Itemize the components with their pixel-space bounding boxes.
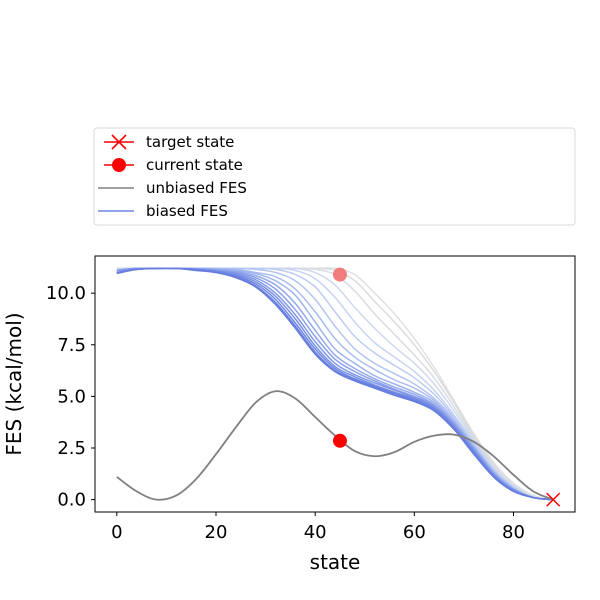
- y-tick-label: 7.5: [57, 335, 86, 356]
- legend-entry-unbiased-fes: unbiased FES: [98, 179, 247, 197]
- x-tick-label: 60: [403, 522, 426, 543]
- legend: target state current state unbiased FES …: [93, 127, 576, 226]
- legend-label-biased-fes: biased FES: [146, 202, 228, 220]
- legend-label-unbiased-fes: unbiased FES: [146, 179, 247, 197]
- legend-label-current-state: current state: [146, 156, 243, 174]
- legend-entry-current-state: current state: [104, 156, 243, 174]
- biased-current-state-marker: [332, 267, 347, 282]
- biased-fes-line: [116, 267, 554, 501]
- legend-entry-target-state: target state: [104, 133, 234, 151]
- x-tick-label: 0: [111, 522, 122, 543]
- legend-entry-biased-fes: biased FES: [98, 202, 228, 220]
- y-axis-label: FES (kcal/mol): [2, 312, 26, 455]
- target-state-marker: [546, 492, 561, 507]
- x-tick-label: 40: [304, 522, 327, 543]
- legend-label-target-state: target state: [146, 133, 234, 151]
- x-axis-ticks: 0 20 40 60 80: [111, 512, 525, 543]
- y-axis-ticks: 0.0 2.5 5.0 7.5 10.0: [46, 283, 95, 511]
- y-tick-label: 5.0: [57, 386, 86, 407]
- plot-area: [94, 255, 576, 513]
- current-state-marker-icon: [112, 158, 126, 172]
- current-state-marker: [332, 433, 347, 448]
- x-tick-label: 80: [502, 522, 525, 543]
- legend-box: [93, 127, 576, 226]
- target-state-marker-icon: [111, 134, 127, 150]
- y-tick-label: 0.0: [57, 490, 86, 511]
- y-tick-label: 2.5: [57, 438, 86, 459]
- x-tick-label: 20: [205, 522, 228, 543]
- x-axis-label: state: [310, 550, 361, 574]
- unbiased-fes-line: [116, 390, 554, 501]
- y-tick-label: 10.0: [46, 283, 86, 304]
